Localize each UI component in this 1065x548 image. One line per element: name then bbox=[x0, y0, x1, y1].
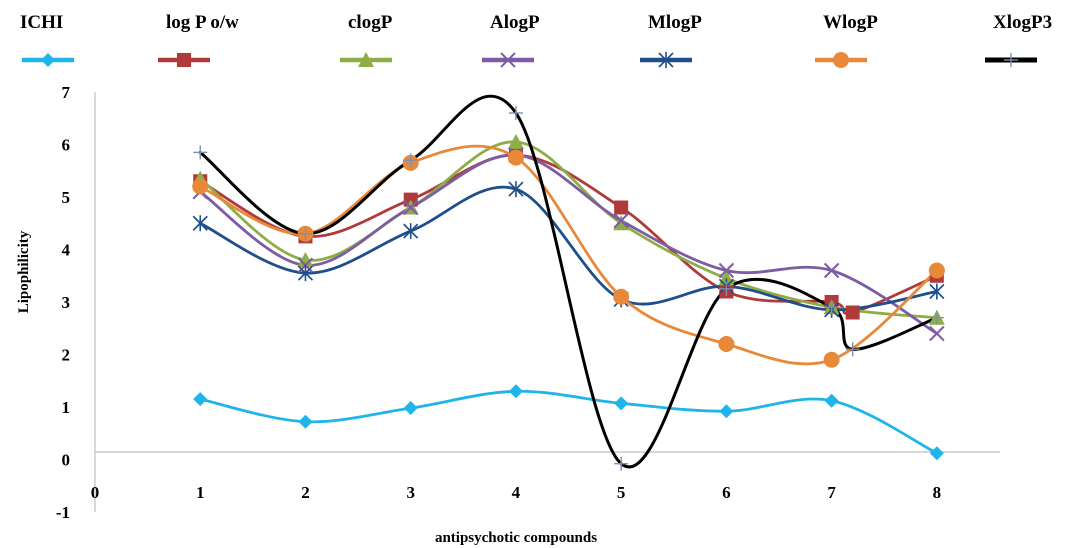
series-line-alogp bbox=[198, 153, 939, 335]
data-point-clogp bbox=[507, 133, 524, 149]
legend-marker bbox=[177, 53, 191, 67]
data-point-alogp bbox=[718, 262, 735, 279]
data-point-mlogp bbox=[508, 181, 524, 198]
x-tick-label: 2 bbox=[301, 483, 310, 502]
data-point-ichi bbox=[193, 392, 208, 407]
data-point-alogp bbox=[823, 262, 840, 279]
x-axis-title: antipsychotic compounds bbox=[435, 530, 597, 546]
legend-label: AlogP bbox=[490, 12, 540, 33]
data-point-wlogp bbox=[823, 351, 840, 368]
data-point-ichi bbox=[929, 446, 944, 461]
data-point-xlogp3 bbox=[614, 456, 629, 471]
data-point-wlogp bbox=[507, 149, 524, 166]
x-tick-label: 6 bbox=[722, 483, 731, 502]
legend-marker bbox=[41, 53, 55, 67]
y-tick-label: 2 bbox=[62, 346, 71, 365]
data-point-mlogp bbox=[297, 265, 314, 282]
data-point-wlogp bbox=[192, 178, 209, 195]
y-tick-labels: -1 0 1 2 3 4 5 6 7 bbox=[56, 83, 71, 522]
data-point-clogp bbox=[613, 215, 630, 231]
x-tick-label: 1 bbox=[196, 483, 205, 502]
data-point-clogp bbox=[297, 252, 314, 267]
chart-legend: ICHI log P o/w clogP AlogP MlogP WlogP XlogP3 bbox=[20, 12, 1052, 68]
series-line-xlogp3 bbox=[198, 94, 939, 469]
legend-label: log P o/w bbox=[166, 12, 239, 33]
data-point-wlogp bbox=[718, 336, 735, 352]
y-tick-label: -1 bbox=[56, 503, 70, 522]
legend-marker bbox=[658, 52, 674, 68]
data-point-xlogp3 bbox=[929, 310, 944, 325]
x-tick-label: 3 bbox=[406, 483, 415, 502]
data-point-log-p-o-w bbox=[614, 200, 629, 215]
data-point-xlogp3 bbox=[845, 342, 860, 357]
legend-item-wlogp: WlogP bbox=[815, 12, 878, 68]
y-tick-label: 7 bbox=[62, 83, 71, 102]
data-point-log-p-o-w bbox=[845, 305, 860, 320]
data-point-wlogp bbox=[928, 262, 945, 279]
data-point-xlogp3 bbox=[298, 226, 313, 241]
x-tick-label: 5 bbox=[617, 483, 626, 502]
series-markers bbox=[192, 106, 945, 471]
x-tick-label: 7 bbox=[827, 483, 836, 502]
series-line-wlogp bbox=[198, 144, 939, 366]
series-line-ichi bbox=[198, 389, 939, 455]
data-point-wlogp bbox=[613, 288, 630, 305]
y-tick-label: 4 bbox=[62, 241, 71, 260]
legend-label: clogP bbox=[348, 12, 393, 33]
legend-item-mlogp: MlogP bbox=[640, 12, 702, 68]
legend-label: ICHI bbox=[20, 12, 63, 33]
data-point-ichi bbox=[719, 404, 734, 419]
data-point-mlogp bbox=[403, 223, 419, 240]
series-lines bbox=[198, 94, 939, 469]
data-point-xlogp3 bbox=[719, 281, 734, 296]
y-tick-label: 5 bbox=[62, 188, 71, 207]
data-point-mlogp bbox=[929, 283, 945, 300]
legend-marker bbox=[358, 52, 374, 67]
data-point-xlogp3 bbox=[508, 106, 523, 120]
legend-label: XlogP3 bbox=[993, 12, 1052, 33]
data-point-ichi bbox=[824, 393, 839, 408]
data-point-ichi bbox=[403, 401, 418, 416]
series-line-clogp bbox=[198, 140, 939, 320]
legend-item-xlogp3: XlogP3 bbox=[985, 12, 1052, 67]
data-point-xlogp3 bbox=[403, 153, 418, 168]
x-tick-labels: 0 1 2 3 4 5 6 7 8 bbox=[91, 483, 941, 502]
legend-item-log-p-o-w: log P o/w bbox=[158, 12, 239, 67]
y-tick-label: 1 bbox=[62, 398, 71, 417]
data-point-mlogp bbox=[192, 215, 208, 232]
data-point-alogp bbox=[402, 199, 419, 216]
legend-item-ichi: ICHI bbox=[20, 12, 74, 67]
data-point-xlogp3 bbox=[193, 145, 208, 160]
legend-label: WlogP bbox=[823, 12, 878, 33]
legend-item-clogp: clogP bbox=[340, 12, 393, 67]
series-line-mlogp bbox=[198, 185, 939, 312]
y-tick-label: 3 bbox=[62, 293, 71, 312]
y-axis-title: Lipophilicity bbox=[16, 230, 32, 313]
chart-axes bbox=[94, 92, 1000, 512]
data-point-ichi bbox=[614, 396, 629, 411]
legend-marker bbox=[500, 52, 516, 68]
data-point-ichi bbox=[508, 384, 523, 399]
data-point-alogp bbox=[613, 212, 629, 229]
data-point-ichi bbox=[298, 414, 313, 429]
data-point-alogp bbox=[929, 325, 945, 342]
y-tick-label: 0 bbox=[62, 451, 71, 470]
y-tick-label: 6 bbox=[62, 136, 71, 155]
x-tick-label: 8 bbox=[933, 483, 942, 502]
x-tick-label: 0 bbox=[91, 483, 100, 502]
data-point-xlogp3 bbox=[824, 300, 839, 315]
legend-label: MlogP bbox=[648, 12, 702, 33]
legend-item-alogp: AlogP bbox=[482, 12, 540, 68]
legend-marker bbox=[1004, 53, 1018, 67]
legend-marker bbox=[833, 52, 849, 68]
x-tick-label: 4 bbox=[512, 483, 521, 502]
